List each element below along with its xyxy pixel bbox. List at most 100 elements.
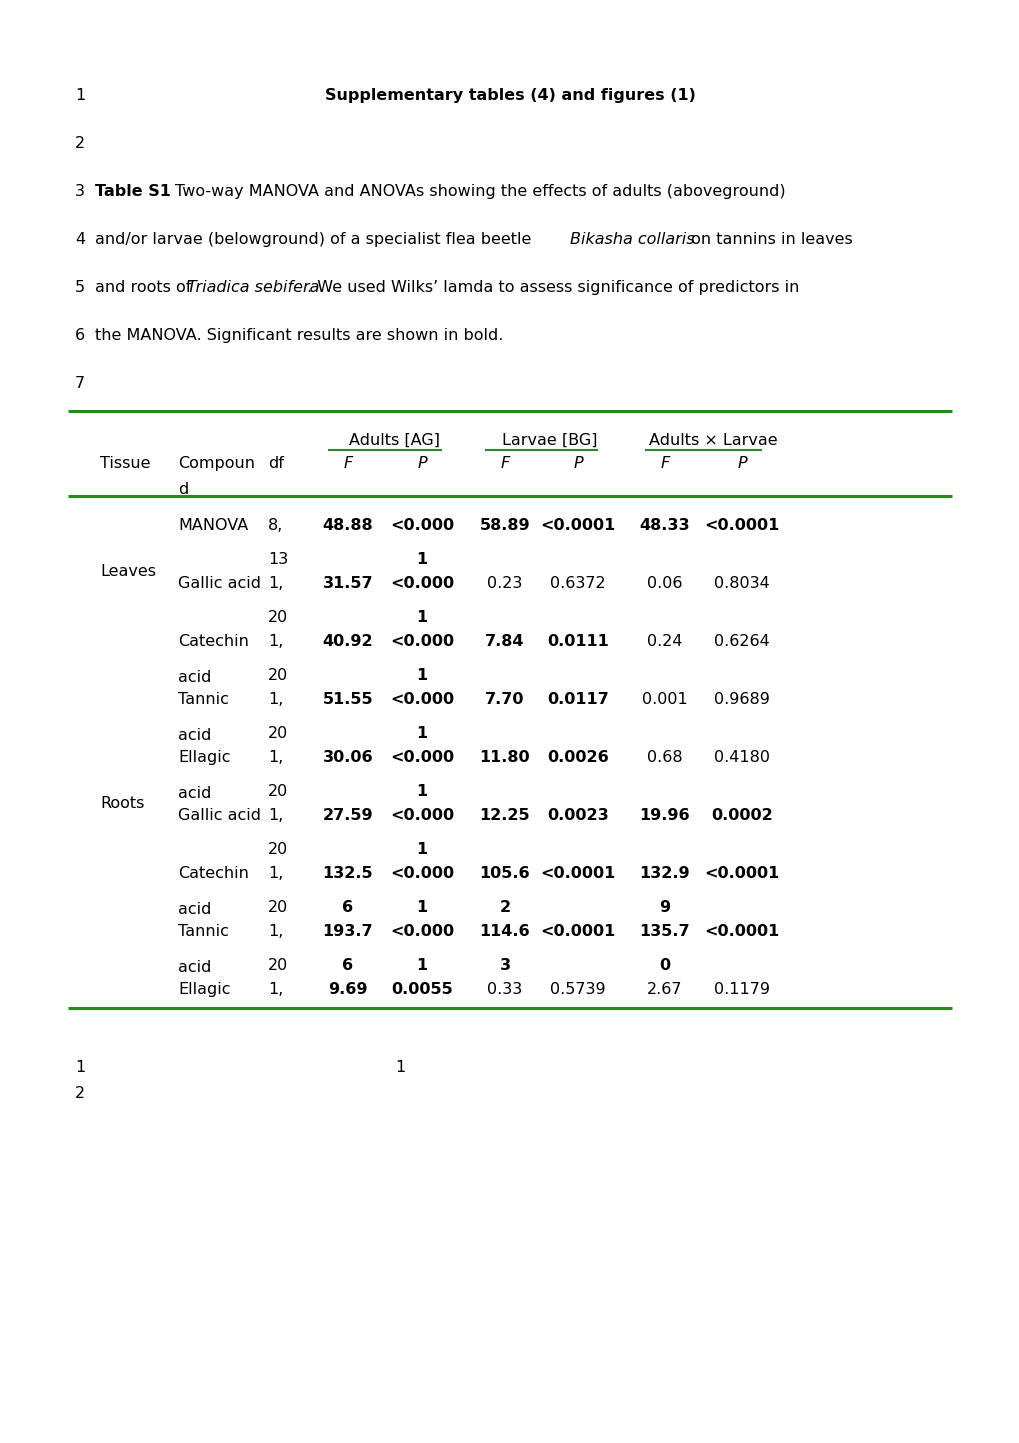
Text: <0.000: <0.000 bbox=[389, 633, 453, 649]
Text: 0: 0 bbox=[659, 958, 669, 973]
Text: 0.33: 0.33 bbox=[487, 983, 522, 997]
Text: Adults × Larvae: Adults × Larvae bbox=[648, 433, 777, 447]
Text: 132.9: 132.9 bbox=[639, 866, 690, 882]
Text: 0.001: 0.001 bbox=[642, 693, 687, 707]
Text: 1,: 1, bbox=[268, 808, 283, 823]
Text: 6: 6 bbox=[342, 958, 354, 973]
Text: 40.92: 40.92 bbox=[322, 633, 373, 649]
Text: 20: 20 bbox=[268, 784, 288, 799]
Text: 51.55: 51.55 bbox=[322, 693, 373, 707]
Text: 1: 1 bbox=[416, 726, 427, 742]
Text: 132.5: 132.5 bbox=[322, 866, 373, 882]
Text: 0.5739: 0.5739 bbox=[549, 983, 605, 997]
Text: and/or larvae (belowground) of a specialist flea beetle: and/or larvae (belowground) of a special… bbox=[95, 232, 536, 247]
Text: 20: 20 bbox=[268, 726, 288, 742]
Text: Gallic acid: Gallic acid bbox=[178, 808, 261, 823]
Text: 135.7: 135.7 bbox=[639, 924, 690, 939]
Text: 1,: 1, bbox=[268, 750, 283, 765]
Text: 3: 3 bbox=[75, 185, 85, 199]
Text: 1,: 1, bbox=[268, 693, 283, 707]
Text: Bikasha collaris: Bikasha collaris bbox=[570, 232, 694, 247]
Text: 1: 1 bbox=[416, 668, 427, 683]
Text: 0.0023: 0.0023 bbox=[546, 808, 608, 823]
Text: 20: 20 bbox=[268, 610, 288, 625]
Text: 0.4180: 0.4180 bbox=[713, 750, 769, 765]
Text: 13: 13 bbox=[268, 553, 288, 567]
Text: P: P bbox=[573, 456, 582, 470]
Text: 1,: 1, bbox=[268, 633, 283, 649]
Text: 20: 20 bbox=[268, 900, 288, 915]
Text: 0.24: 0.24 bbox=[647, 633, 682, 649]
Text: Roots: Roots bbox=[100, 797, 145, 811]
Text: 48.88: 48.88 bbox=[322, 518, 373, 532]
Text: 0.0055: 0.0055 bbox=[390, 983, 452, 997]
Text: 9: 9 bbox=[659, 900, 669, 915]
Text: 30.06: 30.06 bbox=[322, 750, 373, 765]
Text: <0.0001: <0.0001 bbox=[540, 924, 615, 939]
Text: 1: 1 bbox=[416, 553, 427, 567]
Text: <0.0001: <0.0001 bbox=[704, 518, 779, 532]
Text: acid: acid bbox=[178, 670, 211, 685]
Text: <0.0001: <0.0001 bbox=[540, 866, 615, 882]
Text: 1: 1 bbox=[416, 958, 427, 973]
Text: 19.96: 19.96 bbox=[639, 808, 690, 823]
Text: <0.000: <0.000 bbox=[389, 808, 453, 823]
Text: MANOVA: MANOVA bbox=[178, 518, 248, 532]
Text: 0.6264: 0.6264 bbox=[713, 633, 769, 649]
Text: 0.6372: 0.6372 bbox=[549, 576, 605, 592]
Text: Tannic: Tannic bbox=[178, 693, 228, 707]
Text: Larvae [BG]: Larvae [BG] bbox=[501, 433, 597, 447]
Text: Catechin: Catechin bbox=[178, 866, 249, 882]
Text: <0.0001: <0.0001 bbox=[704, 924, 779, 939]
Text: 20: 20 bbox=[268, 958, 288, 973]
Text: Catechin: Catechin bbox=[178, 633, 249, 649]
Text: 4: 4 bbox=[75, 232, 85, 247]
Text: Adults [AG]: Adults [AG] bbox=[350, 433, 440, 447]
Text: 7: 7 bbox=[75, 377, 85, 391]
Text: Tannic: Tannic bbox=[178, 924, 228, 939]
Text: 0.0117: 0.0117 bbox=[546, 693, 608, 707]
Text: 1,: 1, bbox=[268, 983, 283, 997]
Text: 8,: 8, bbox=[268, 518, 283, 532]
Text: Table S1: Table S1 bbox=[95, 185, 171, 199]
Text: 2.67: 2.67 bbox=[647, 983, 682, 997]
Text: 0.1179: 0.1179 bbox=[713, 983, 769, 997]
Text: 1: 1 bbox=[394, 1061, 405, 1075]
Text: 0.8034: 0.8034 bbox=[713, 576, 769, 592]
Text: <0.000: <0.000 bbox=[389, 576, 453, 592]
Text: the MANOVA. Significant results are shown in bold.: the MANOVA. Significant results are show… bbox=[95, 328, 503, 343]
Text: Leaves: Leaves bbox=[100, 564, 156, 579]
Text: 7.84: 7.84 bbox=[485, 633, 524, 649]
Text: 1: 1 bbox=[416, 784, 427, 799]
Text: <0.000: <0.000 bbox=[389, 924, 453, 939]
Text: 1,: 1, bbox=[268, 924, 283, 939]
Text: <0.0001: <0.0001 bbox=[540, 518, 615, 532]
Text: Compoun: Compoun bbox=[178, 456, 255, 470]
Text: 6: 6 bbox=[75, 328, 85, 343]
Text: d: d bbox=[178, 482, 189, 496]
Text: 0.0111: 0.0111 bbox=[546, 633, 608, 649]
Text: 1: 1 bbox=[416, 900, 427, 915]
Text: 0.06: 0.06 bbox=[647, 576, 682, 592]
Text: 193.7: 193.7 bbox=[322, 924, 373, 939]
Text: <0.000: <0.000 bbox=[389, 693, 453, 707]
Text: 7.70: 7.70 bbox=[485, 693, 524, 707]
Text: Triadica sebifera: Triadica sebifera bbox=[186, 280, 319, 294]
Text: 5: 5 bbox=[75, 280, 85, 294]
Text: P: P bbox=[737, 456, 746, 470]
Text: Ellagic: Ellagic bbox=[178, 750, 230, 765]
Text: 1: 1 bbox=[75, 1061, 86, 1075]
Text: Supplementary tables (4) and figures (1): Supplementary tables (4) and figures (1) bbox=[324, 88, 695, 102]
Text: 20: 20 bbox=[268, 668, 288, 683]
Text: acid: acid bbox=[178, 902, 211, 916]
Text: 0.68: 0.68 bbox=[646, 750, 682, 765]
Text: Tissue: Tissue bbox=[100, 456, 151, 470]
Text: 114.6: 114.6 bbox=[479, 924, 530, 939]
Text: 0.23: 0.23 bbox=[487, 576, 522, 592]
Text: acid: acid bbox=[178, 786, 211, 801]
Text: 2: 2 bbox=[75, 1087, 85, 1101]
Text: on tannins in leaves: on tannins in leaves bbox=[686, 232, 852, 247]
Text: Gallic acid: Gallic acid bbox=[178, 576, 261, 592]
Text: 31.57: 31.57 bbox=[322, 576, 373, 592]
Text: acid: acid bbox=[178, 960, 211, 975]
